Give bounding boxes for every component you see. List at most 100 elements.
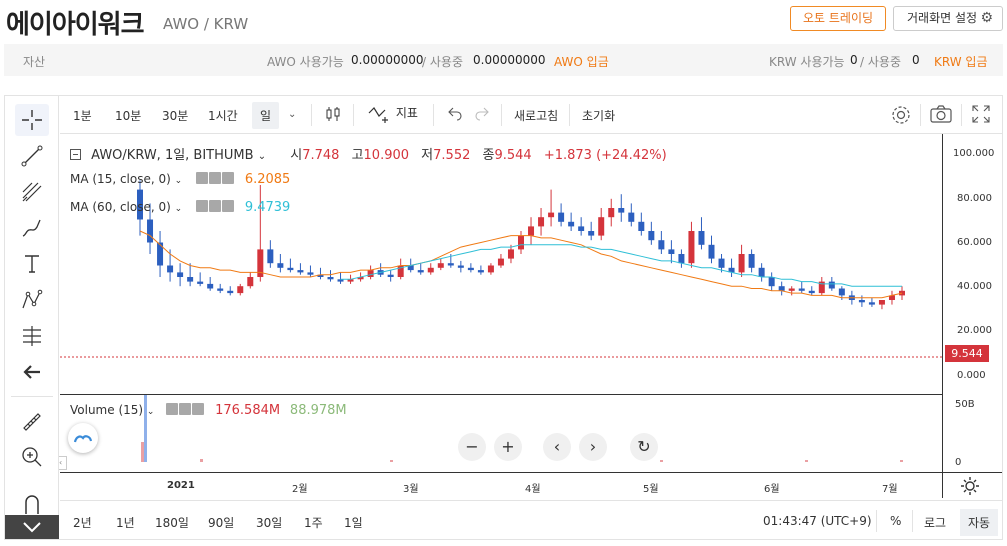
scroll-left-button[interactable]: ‹ <box>543 433 571 461</box>
close-label: 종 <box>482 148 495 163</box>
sun-gear-icon <box>961 477 979 495</box>
bottom-divider <box>912 510 913 532</box>
redo-button[interactable] <box>474 105 490 124</box>
pattern-icon <box>22 289 43 309</box>
settings-icon[interactable] <box>179 403 192 415</box>
interval-1m[interactable]: 1분 <box>73 109 92 123</box>
candle-body <box>327 277 334 280</box>
volume-dropdown-icon[interactable]: ⌄ <box>146 407 155 417</box>
time-tick: 3월 <box>403 484 419 495</box>
candle-body <box>317 274 324 277</box>
candle-type-button[interactable] <box>325 105 341 126</box>
settings-icon[interactable] <box>209 172 222 184</box>
screen-settings-button[interactable]: 거래화면 설정 ⚙ <box>893 6 1003 31</box>
toolbar-collapse-button[interactable] <box>5 515 59 539</box>
open-label: 시 <box>290 148 303 163</box>
fib-tool[interactable] <box>15 176 49 208</box>
zoom-in-button[interactable]: + <box>494 433 522 461</box>
undo-button[interactable] <box>447 105 463 124</box>
magnet-tool[interactable] <box>15 488 49 520</box>
ma15-dropdown-icon[interactable]: ⌄ <box>174 176 183 186</box>
zoom-out-button[interactable]: − <box>458 433 486 461</box>
price-axis[interactable]: 100.000 80.000 60.000 40.000 20.000 0.00… <box>942 134 1002 472</box>
range-2y[interactable]: 2년 <box>73 516 92 530</box>
crosshair-tool[interactable] <box>15 104 49 136</box>
eye-icon[interactable] <box>166 403 179 415</box>
eye-icon[interactable] <box>196 172 209 184</box>
candle-body <box>417 270 424 273</box>
logo-badge[interactable] <box>68 423 98 453</box>
low-label: 저 <box>421 148 434 163</box>
auto-trading-button[interactable]: 오토 트레이딩 <box>790 6 886 31</box>
reset-view-button[interactable]: ↻ <box>630 433 658 461</box>
ma15-label[interactable]: MA (15, close, 0) <box>70 172 171 186</box>
gear-icon <box>892 106 910 124</box>
awo-deposit-link[interactable]: AWO 입금 <box>554 55 609 69</box>
price-plot[interactable]: AWO/KRW, 1일, BITHUMB ⌄ 시7.748 고10.900 저7… <box>60 134 942 392</box>
high-label: 고 <box>351 148 364 163</box>
time-tick: 2월 <box>292 484 308 495</box>
side-handle[interactable]: ‹ <box>59 456 67 470</box>
text-icon <box>25 255 39 273</box>
symbol-name[interactable]: AWO/KRW, 1일, BITHUMB <box>91 148 254 163</box>
interval-1d[interactable]: 일 <box>252 102 280 129</box>
auto-scale-button[interactable]: 자동 <box>960 509 999 536</box>
refresh-button[interactable]: 새로고침 <box>514 109 559 123</box>
range-1w[interactable]: 1주 <box>304 516 323 530</box>
screenshot-button[interactable] <box>930 105 952 126</box>
zoom-tool[interactable] <box>15 441 49 473</box>
ma60-label[interactable]: MA (60, close, 0) <box>70 200 171 214</box>
arrow-tool[interactable] <box>15 356 49 388</box>
candle-body <box>277 263 284 268</box>
time-axis[interactable]: 2021 2월 3월 4월 5월 6월 7월 <box>60 472 942 498</box>
indicator-button[interactable]: 지표 <box>368 104 418 123</box>
settings-icon[interactable] <box>209 200 222 212</box>
candle-body <box>287 267 294 271</box>
percent-scale-button[interactable]: % <box>890 514 902 528</box>
trendline-tool[interactable] <box>15 140 49 172</box>
reset-button[interactable]: 초기화 <box>582 109 616 123</box>
interval-dropdown-icon[interactable]: ⌄ <box>288 109 297 120</box>
fullscreen-button[interactable] <box>972 105 990 126</box>
candle-body <box>638 221 645 231</box>
candle-body <box>668 249 675 254</box>
ruler-measure-tool[interactable] <box>15 406 49 438</box>
chart-settings-button[interactable] <box>890 104 912 129</box>
pattern-tool[interactable] <box>15 284 49 316</box>
eye-icon[interactable] <box>196 200 209 212</box>
open-value: 7.748 <box>302 148 340 163</box>
coin-title: 에이아이워크 <box>6 10 145 40</box>
zoom-in-icon <box>22 447 42 467</box>
range-180d[interactable]: 180일 <box>155 516 189 530</box>
scroll-right-button[interactable]: › <box>579 433 607 461</box>
measure-tool[interactable] <box>15 320 49 352</box>
volume-label[interactable]: Volume (15) <box>70 403 144 417</box>
time-tick: 4월 <box>525 484 541 495</box>
range-1y[interactable]: 1년 <box>116 516 135 530</box>
toolbar-divider <box>501 104 502 126</box>
close-icon[interactable] <box>192 403 205 415</box>
fullscreen-icon <box>972 105 990 123</box>
range-90d[interactable]: 90일 <box>208 516 235 530</box>
candle-body <box>788 288 795 291</box>
symbol-dropdown-icon[interactable]: ⌄ <box>257 151 267 162</box>
interval-1h[interactable]: 1시간 <box>208 109 238 123</box>
log-scale-button[interactable]: 로그 <box>924 516 947 530</box>
range-30d[interactable]: 30일 <box>256 516 283 530</box>
legend-collapse-icon[interactable] <box>70 149 81 160</box>
krw-deposit-link[interactable]: KRW 입금 <box>934 55 988 69</box>
close-icon[interactable] <box>222 200 235 212</box>
close-icon[interactable] <box>222 172 235 184</box>
krw-used-label: / 사용중 <box>860 55 901 69</box>
interval-30m[interactable]: 30분 <box>162 109 189 123</box>
text-tool[interactable] <box>15 248 49 280</box>
candle-body <box>487 265 494 273</box>
ma60-dropdown-icon[interactable]: ⌄ <box>174 204 183 214</box>
range-1d[interactable]: 1일 <box>344 516 363 530</box>
axis-settings-button[interactable] <box>942 472 1002 498</box>
brush-tool[interactable] <box>15 212 49 244</box>
interval-10m[interactable]: 10분 <box>115 109 142 123</box>
ma15-line <box>139 230 903 299</box>
volume-pane[interactable]: Volume (15) ⌄ 176.584M 88.978M − + ‹ › ↻ <box>60 390 942 469</box>
awo-used-value: 0.00000000 <box>473 53 546 67</box>
